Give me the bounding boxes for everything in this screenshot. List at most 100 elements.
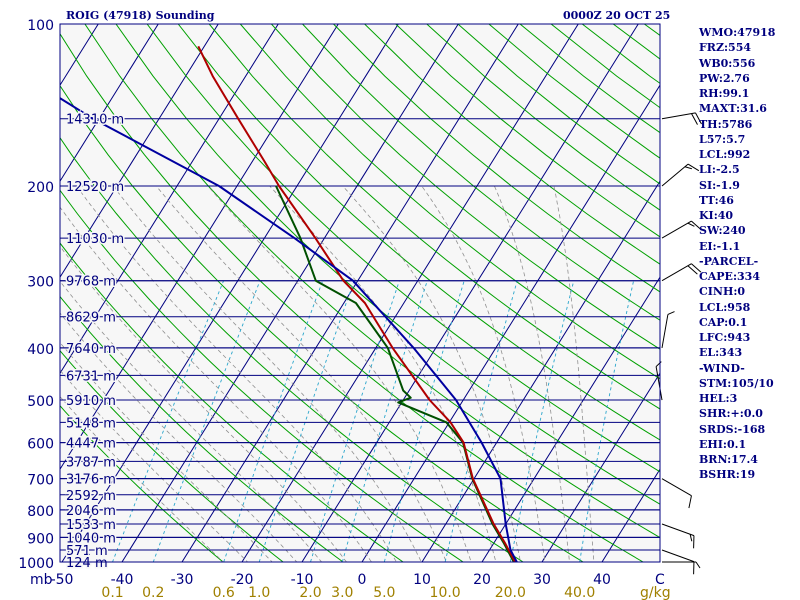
isotherm-line [361, 84, 660, 562]
mixing-ratio-tick-label: 5.0 [373, 585, 395, 600]
chart-title: ROIG (47918) Sounding [66, 9, 215, 22]
pressure-tick-label: 700 [27, 473, 54, 489]
dry-adiabat-line [60, 295, 344, 562]
temperature-tick-label: 10 [413, 572, 431, 588]
moist-adiabat-line [60, 341, 273, 562]
moist-adiabat-line [553, 185, 595, 562]
wind-barb [655, 361, 663, 401]
height-label: 9768 m [66, 275, 116, 290]
moist-adiabat-line [207, 185, 472, 562]
temperature-unit-label: C [655, 572, 665, 588]
dry-adiabat-line [208, 24, 660, 410]
temperature-tick-label: 40 [593, 572, 611, 588]
isotherm-line [60, 24, 339, 471]
stat-item: EL:343 [699, 346, 743, 360]
mixing-ratio-tick-label: 20.0 [495, 585, 526, 600]
mixing-ratio-line [341, 280, 428, 562]
height-label: 2046 m [66, 504, 116, 519]
stat-item: STM:105/10 [699, 376, 774, 390]
dry-adiabat-line [115, 24, 660, 505]
stat-item: CINH:0 [699, 285, 746, 299]
height-label: 4447 m [66, 437, 116, 452]
temperature-line [197, 45, 516, 562]
mixing-ratio-line [223, 280, 324, 562]
dry-adiabat-line [60, 349, 284, 562]
stat-item: FRZ:554 [699, 41, 752, 55]
height-label: 7640 m [66, 342, 116, 357]
temperature-tick-label: 0 [358, 572, 367, 588]
temperature-tick-label: -10 [291, 572, 314, 588]
mixing-ratio-line [112, 280, 225, 562]
pressure-tick-label: 800 [27, 504, 54, 520]
height-label: 124 m [66, 556, 108, 571]
mixing-ratio-tick-label: 40.0 [564, 585, 595, 600]
isotherm-line [601, 468, 660, 562]
mixing-ratio-unit-label: g/kg [640, 585, 671, 600]
stat-item: EHI:0.1 [699, 437, 747, 451]
wind-barb [662, 561, 701, 569]
moist-adiabat-line [60, 395, 224, 562]
stat-item: HEL:3 [699, 392, 738, 405]
pressure-tick-label: 1000 [18, 556, 54, 572]
mixing-ratio-tick-label: 0.1 [101, 585, 123, 600]
isotherm-line [541, 372, 660, 562]
mixing-ratio-tick-label: 1.0 [248, 585, 270, 600]
dry-adiabat-line [60, 84, 585, 562]
stat-item: BRN:17.4 [699, 453, 758, 466]
stat-item: SHR:+:0.0 [699, 407, 763, 421]
moist-adiabat-line [421, 185, 546, 562]
pressure-tick-label: 500 [27, 394, 54, 410]
isotherm-line [60, 24, 219, 279]
temperature-tick-label: -50 [51, 572, 74, 588]
height-label: 5148 m [66, 416, 116, 431]
stat-item: WMO:47918 [699, 26, 776, 39]
isotherm-line [481, 276, 660, 562]
height-label: 8629 m [66, 311, 116, 326]
moist-adiabat-line [155, 185, 447, 562]
moist-adiabat-line [76, 185, 397, 562]
moist-adiabat-line [60, 312, 298, 562]
pressure-tick-label: 200 [27, 180, 54, 196]
stat-item: SRDS:-168 [699, 422, 766, 436]
stat-item: MAXT:31.6 [699, 102, 767, 116]
dry-adiabat-line [60, 136, 525, 562]
dewpoint-line [275, 185, 515, 562]
dry-adiabat-line [177, 24, 660, 441]
temperature-tick-label: -40 [111, 572, 134, 588]
stat-item: CAP:0.1 [699, 315, 748, 329]
dry-adiabat-line [60, 405, 224, 562]
wind-barb [661, 549, 695, 575]
pressure-tick-label: 100 [27, 18, 54, 34]
height-label: 2592 m [66, 489, 116, 504]
isotherm-line [301, 24, 639, 562]
stat-item: TT:46 [699, 193, 734, 207]
dry-adiabat-line [60, 32, 645, 562]
height-label: 3787 m [66, 455, 116, 470]
height-label: 12520 m [66, 180, 124, 195]
stat-item: -PARCEL- [699, 254, 759, 268]
mixing-ratio-line [509, 280, 575, 562]
wind-barb [661, 523, 695, 549]
stat-item: KI:40 [699, 209, 734, 222]
stats-panel: WMO:47918 FRZ:554 WB0:556 PW:2.76 RH:99.1 MAX… [699, 25, 775, 483]
mixing-ratio-line [152, 280, 261, 562]
stat-item: RH:99.1 [699, 87, 750, 100]
dry-adiabat-line [271, 24, 660, 350]
dry-adiabat-line [333, 24, 660, 293]
moist-adiabat-line [60, 369, 249, 562]
dry-adiabat-line [364, 24, 660, 265]
parcel-line [60, 97, 518, 562]
dry-adiabat-line [60, 242, 404, 562]
moist-adiabat-line [60, 245, 347, 562]
stat-item: WB0:556 [699, 56, 756, 70]
pressure-tick-label: 600 [27, 437, 54, 453]
stat-item: BSHR:19 [699, 468, 756, 482]
pressure-tick-label: 400 [27, 342, 54, 358]
dry-adiabat-line [239, 24, 660, 380]
mixing-ratio-line [444, 280, 518, 562]
wind-barb [661, 220, 702, 239]
moist-adiabat-line [112, 185, 422, 562]
moist-adiabat-line [60, 280, 323, 562]
stat-item: LFC:943 [699, 331, 751, 344]
height-label: 1533 m [66, 518, 116, 533]
